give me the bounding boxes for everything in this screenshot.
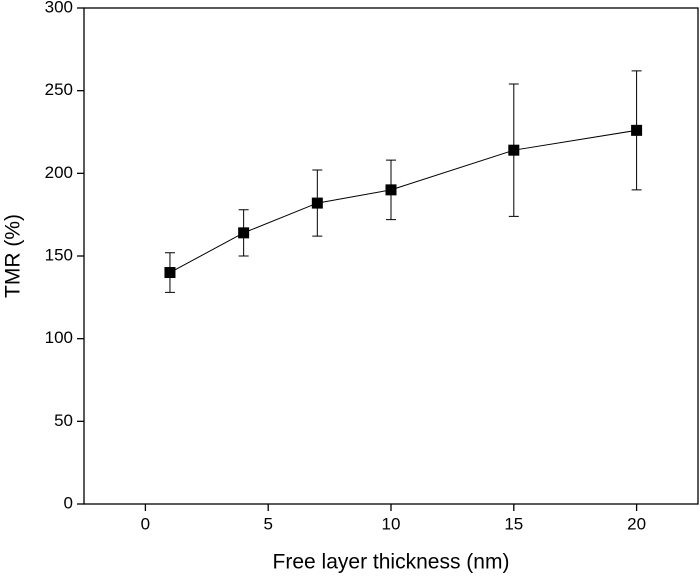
y-tick-label: 50 (54, 411, 73, 430)
x-tick-label: 5 (263, 514, 272, 533)
marker (238, 227, 250, 239)
x-tick-label: 10 (382, 514, 401, 533)
marker (631, 124, 643, 136)
marker (385, 184, 397, 196)
x-axis-title: Free layer thickness (nm) (273, 551, 510, 574)
y-tick-label: 150 (45, 245, 73, 264)
x-tick-label: 15 (504, 514, 523, 533)
marker (508, 144, 520, 156)
y-tick-label: 200 (45, 163, 73, 182)
y-tick-label: 100 (45, 328, 73, 347)
marker (164, 267, 176, 279)
y-tick-label: 0 (64, 493, 73, 512)
y-tick-label: 300 (45, 0, 73, 16)
plot-frame (83, 7, 699, 505)
x-tick-label: 20 (627, 514, 646, 533)
x-tick-label: 0 (141, 514, 150, 533)
y-tick-label: 250 (45, 80, 73, 99)
marker (311, 197, 323, 209)
y-axis-title: TMR (%) (2, 214, 25, 298)
line (169, 129, 637, 273)
